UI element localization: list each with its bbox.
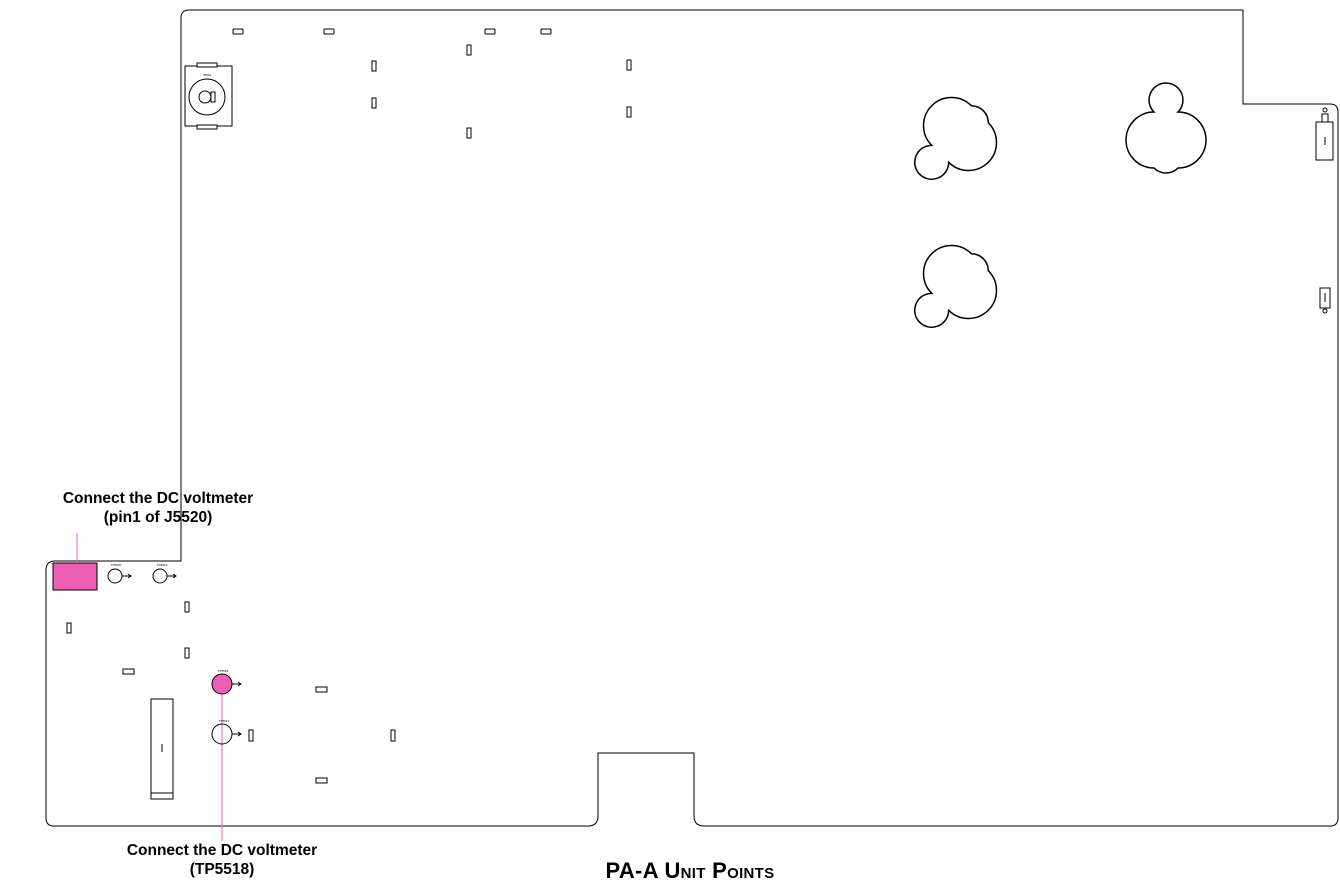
test-point-tp-b: TP5519 xyxy=(153,563,176,583)
callout-j5520-line2: (pin1 of J5520) xyxy=(0,508,316,527)
pad xyxy=(185,602,189,612)
pad xyxy=(185,648,189,658)
battery-holder: J5501 xyxy=(185,63,232,129)
battery-label: J5501 xyxy=(203,73,212,77)
svg-text:TP5518: TP5518 xyxy=(218,669,229,673)
pad xyxy=(627,60,631,70)
pad xyxy=(233,29,243,34)
lower-pads xyxy=(67,602,395,783)
j5520-connector-highlight xyxy=(53,563,97,590)
top-pads xyxy=(233,29,551,34)
svg-text:TP5519: TP5519 xyxy=(157,563,168,567)
diagram-title: PA-A Unit Points xyxy=(560,858,820,884)
callout-j5520: Connect the DC voltmeter (pin1 of J5520) xyxy=(0,489,316,527)
pad xyxy=(627,107,631,117)
keyhole-slot-lower xyxy=(891,230,1011,350)
pad xyxy=(541,29,551,34)
pad xyxy=(372,61,376,71)
callout-tp5518-line1: Connect the DC voltmeter xyxy=(62,841,382,860)
pad xyxy=(467,128,471,138)
keyhole-slot-vertical xyxy=(1126,83,1206,173)
pad xyxy=(372,98,376,108)
svg-text:TP5517: TP5517 xyxy=(219,719,230,723)
pad xyxy=(249,730,253,741)
keyhole-slot-upper xyxy=(891,82,1011,202)
right-edge-connectors xyxy=(1316,108,1333,313)
pad xyxy=(324,29,334,34)
svg-text:TP5520: TP5520 xyxy=(111,563,122,567)
pad xyxy=(485,29,495,34)
callout-tp5518: Connect the DC voltmeter (TP5518) xyxy=(62,841,382,879)
pad xyxy=(467,45,471,55)
pad xyxy=(67,623,71,633)
test-point-tp-a: TP5520 xyxy=(108,563,131,583)
tp5518-test-point-highlight: TP5518 xyxy=(212,669,241,694)
vertical-module xyxy=(151,699,173,799)
pad xyxy=(316,687,327,692)
callout-tp5518-line2: (TP5518) xyxy=(62,860,382,879)
upper-vertical-pads xyxy=(372,45,631,138)
pad xyxy=(123,669,134,674)
board-outline xyxy=(46,10,1338,826)
callout-j5520-line1: Connect the DC voltmeter xyxy=(0,489,316,508)
test-point-tp-d: TP5517 xyxy=(212,719,241,744)
mounting-slots xyxy=(891,82,1206,350)
pad xyxy=(316,778,327,783)
pad xyxy=(391,730,395,741)
